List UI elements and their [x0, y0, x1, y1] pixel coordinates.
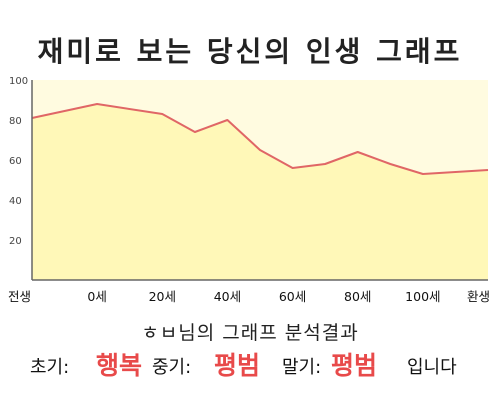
page-title: 재미로 보는 당신의 인생 그래프	[37, 35, 463, 68]
x-tick-label: 0세	[87, 289, 106, 304]
late-value: 평범	[331, 351, 378, 380]
result-ending: 입니다	[407, 357, 457, 378]
early-label: 초기:	[30, 357, 70, 378]
summary-suffix: 님의 그래프 분석결과	[178, 322, 359, 344]
life-chart: 20 40 60 80 100 전생 0세 20세 40세 60세 80세 100세 환생	[8, 76, 490, 304]
y-tick-label: 40	[9, 196, 22, 207]
y-tick-label: 100	[9, 76, 28, 87]
analysis-result: 초기: 행복 중기: 평범 말기: 평범 입니다	[30, 345, 490, 381]
series-line	[31, 103, 489, 175]
x-tick-label: 80세	[344, 289, 371, 304]
late-label: 말기:	[282, 357, 322, 378]
x-tick-label: 환생	[467, 289, 490, 304]
x-tick-label: 60세	[279, 289, 306, 304]
x-tick-label: 40세	[214, 289, 241, 304]
y-tick-label: 80	[9, 116, 22, 127]
middle-label: 중기:	[152, 357, 192, 378]
area-fill	[32, 104, 488, 280]
y-tick-label: 60	[9, 156, 22, 167]
user-name: ㅎㅂ	[141, 322, 179, 344]
x-tick-label: 20세	[149, 289, 176, 304]
x-tick-label: 100세	[405, 289, 440, 304]
middle-value: 평범	[214, 351, 261, 380]
x-axis-ticks: 전생 0세 20세 40세 60세 80세 100세 환생	[8, 289, 490, 304]
y-tick-label: 20	[9, 236, 22, 247]
x-tick-label: 전생	[8, 289, 31, 304]
analysis-summary: ㅎㅂ님의 그래프 분석결과	[0, 318, 500, 345]
y-axis-ticks: 20 40 60 80 100	[9, 76, 28, 247]
early-value: 행복	[96, 351, 143, 380]
